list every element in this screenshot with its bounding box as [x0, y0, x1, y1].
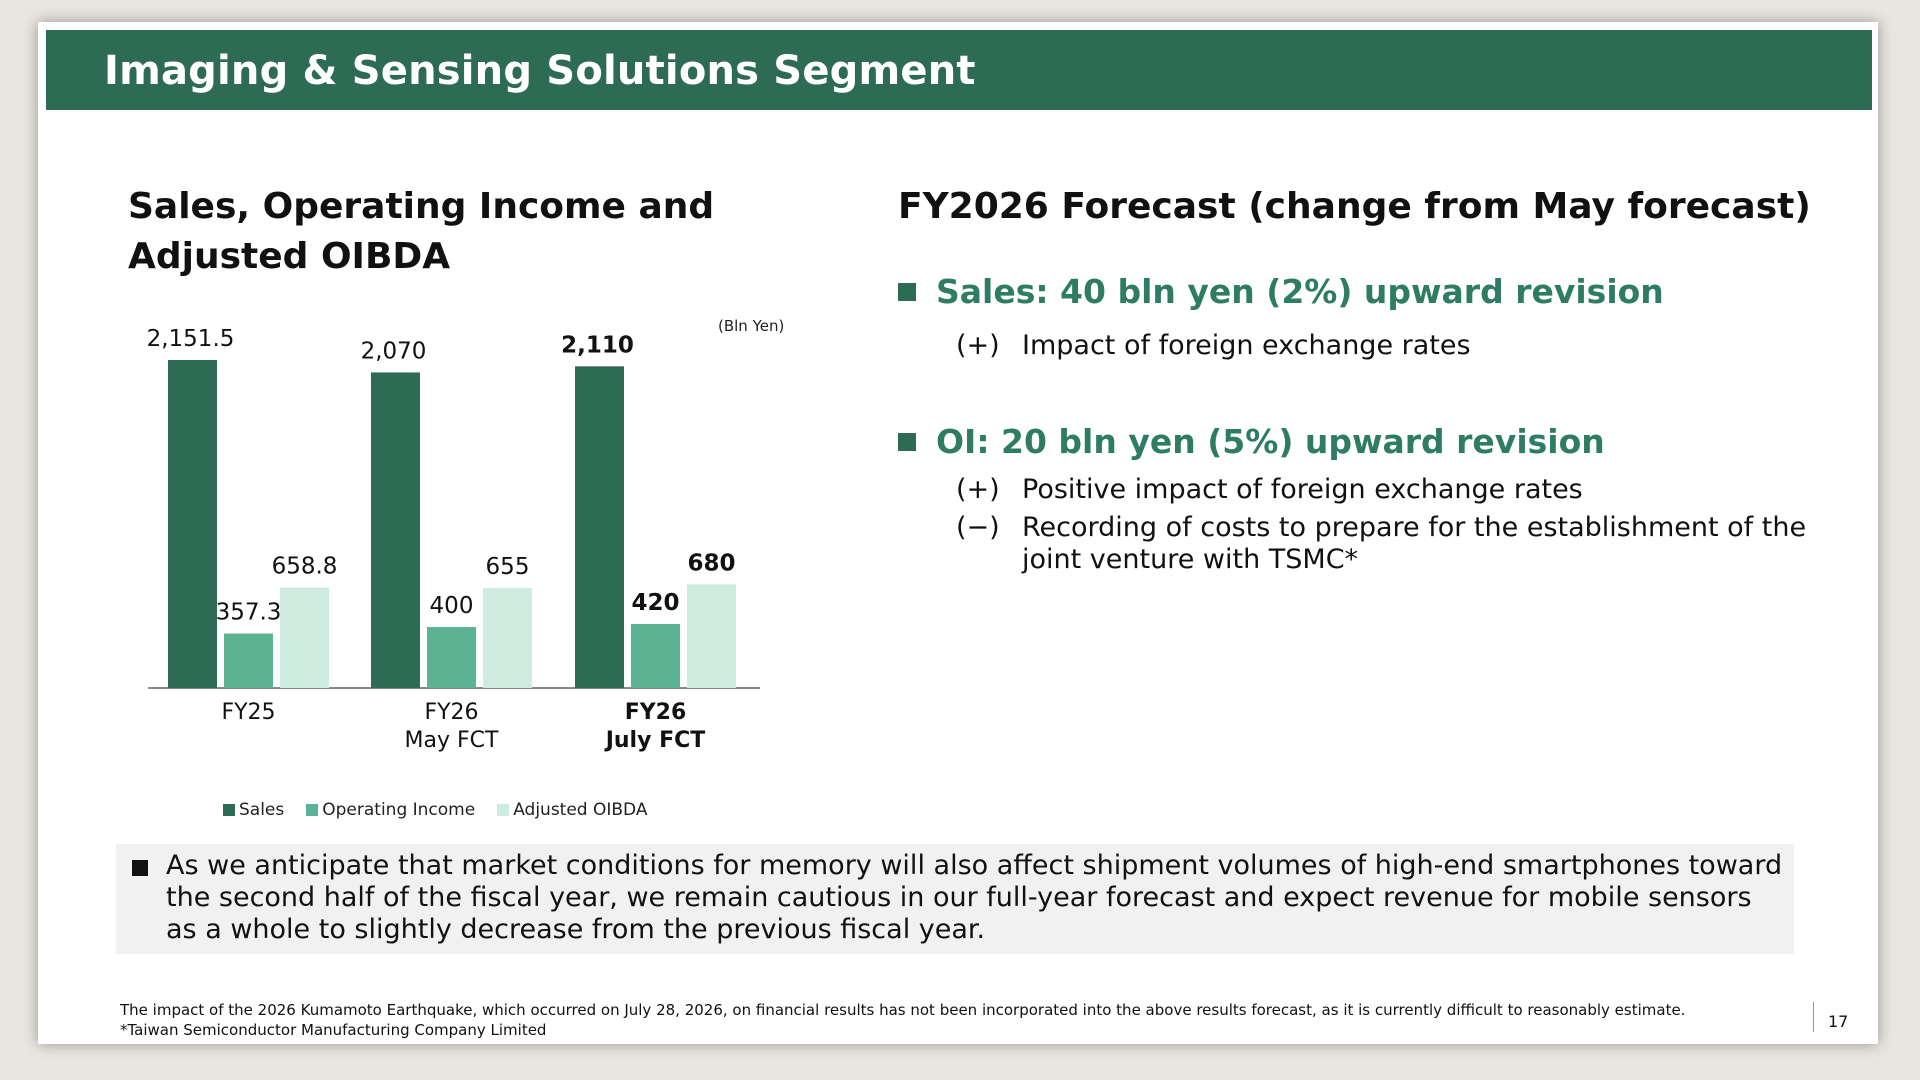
plus-mark: (+) — [956, 474, 1000, 505]
legend-item: Operating Income — [306, 800, 475, 820]
data-label: 400 — [430, 593, 474, 619]
footnote-tsmc: *Taiwan Semiconductor Manufacturing Comp… — [120, 1021, 547, 1039]
legend-label: Operating Income — [322, 800, 476, 820]
bullet-square-icon — [898, 432, 916, 451]
data-label: 420 — [631, 590, 679, 616]
data-label: 357.3 — [216, 600, 282, 626]
point-text: Impact of foreign exchange rates — [1022, 330, 1471, 361]
plus-mark: (+) — [956, 330, 1000, 361]
bar-adjusted-oibda — [687, 584, 736, 688]
point-text: Positive impact of foreign exchange rate… — [1022, 474, 1583, 505]
note-text: As we anticipate that market conditions … — [166, 850, 1783, 945]
category-label: FY25 — [221, 700, 275, 725]
point-text: Recording of costs to prepare for the es… — [1022, 512, 1807, 575]
bar-adjusted-oibda — [280, 587, 329, 688]
sales-revision-heading: Sales: 40 bln yen (2%) upward revision — [898, 272, 1664, 311]
legend-item: Adjusted OIBDA — [497, 800, 647, 820]
bar-operating-income — [427, 627, 476, 688]
bar-chart: 2,151.5 357.3 658.8 FY25 2,070 400 655 FY26 May … — [147, 326, 760, 753]
forecast-title: FY2026 Forecast (change from May forecas… — [898, 186, 1811, 227]
bar-operating-income — [224, 633, 273, 688]
sales-revision-text: Sales: 40 bln yen (2%) upward revision — [936, 272, 1664, 311]
note-box: As we anticipate that market conditions … — [116, 844, 1794, 954]
bar-adjusted-oibda — [483, 588, 532, 688]
title-bar: Imaging & Sensing Solutions Segment — [46, 30, 1872, 110]
forecast-panel: FY2026 Forecast (change from May forecas… — [898, 182, 1858, 575]
legend-swatch — [223, 804, 235, 816]
legend-swatch — [306, 804, 319, 816]
footnotes: The impact of the 2026 Kumamoto Earthqua… — [120, 1000, 1685, 1040]
bar-sales — [575, 366, 624, 688]
legend-label: Adjusted OIBDA — [513, 800, 648, 820]
bullet-square-icon — [132, 860, 148, 876]
bullet-square-icon — [898, 282, 916, 301]
oi-revision-heading: OI: 20 bln yen (5%) upward revision — [898, 422, 1605, 461]
category-label: May FCT — [405, 728, 499, 753]
legend-label: Sales — [239, 800, 285, 820]
chart-legend: Sales Operating Income Adjusted OIBDA — [223, 800, 647, 820]
slide-title: Imaging & Sensing Solutions Segment — [104, 48, 976, 94]
category-label: FY26 — [424, 700, 478, 725]
legend-item: Sales — [223, 800, 284, 820]
data-label: 655 — [486, 554, 530, 580]
data-label: 680 — [687, 550, 735, 576]
data-label: 658.8 — [272, 554, 338, 580]
oi-revision-text: OI: 20 bln yen (5%) upward revision — [936, 422, 1605, 461]
bar-sales — [168, 360, 217, 688]
bar-sales — [371, 372, 420, 688]
oi-revision-point: (+) Positive impact of foreign exchange … — [956, 474, 1822, 506]
data-label: 2,110 — [561, 332, 634, 358]
slide: Imaging & Sensing Solutions Segment Sale… — [38, 22, 1878, 1044]
legend-swatch — [497, 804, 510, 816]
page-divider — [1813, 1002, 1814, 1032]
bar-operating-income — [631, 623, 680, 688]
data-label: 2,070 — [361, 338, 427, 364]
data-label: 2,151.5 — [147, 326, 235, 352]
category-label: FY26 — [625, 700, 687, 725]
footnote-earthquake: The impact of the 2026 Kumamoto Earthqua… — [120, 1001, 1686, 1019]
minus-mark: (−) — [956, 512, 1000, 543]
sales-revision-point: (+) Impact of foreign exchange rates — [956, 330, 1822, 362]
chart-unit-label: (Bln Yen) — [718, 317, 785, 335]
chart-title: Sales, Operating Income and Adjusted OIB… — [128, 186, 715, 277]
category-label: July FCT — [604, 728, 706, 753]
oi-revision-point: (−) Recording of costs to prepare for th… — [956, 512, 1822, 576]
page-number: 17 — [1828, 1012, 1849, 1031]
